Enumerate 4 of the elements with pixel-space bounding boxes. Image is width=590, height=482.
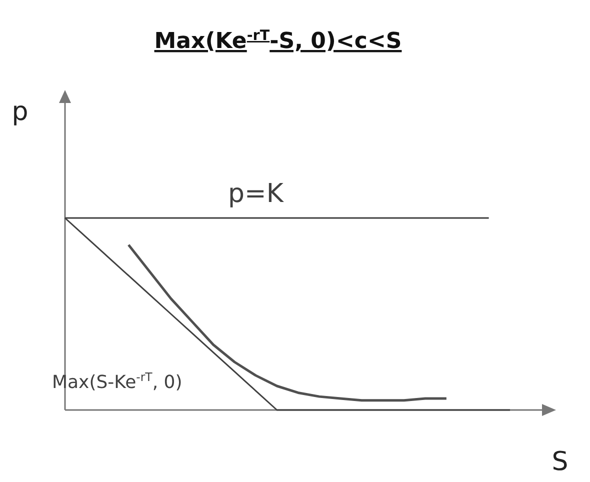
y-axis-title: p (12, 97, 28, 127)
chart-title: Max(Ke$^{-rT}$-S, 0)<c<S (154, 28, 402, 54)
series-label: p=K (228, 179, 284, 209)
x-axis-title: S (552, 447, 568, 477)
